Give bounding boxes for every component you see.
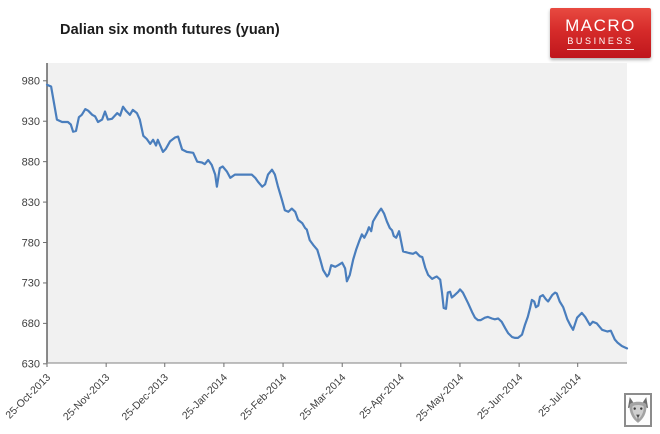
y-tick-label: 880 bbox=[22, 156, 40, 168]
wolf-logo-badge bbox=[624, 393, 652, 427]
x-tick-label: 25-Oct-2013 bbox=[3, 372, 53, 422]
plot-area bbox=[47, 63, 627, 363]
y-axis: 980 930 880 830 780 730 680 630 bbox=[22, 63, 48, 371]
x-tick-label: 25-Dec-2013 bbox=[119, 372, 171, 424]
x-tick-label: 25-May-2014 bbox=[414, 372, 466, 424]
x-tick-label: 25-Jun-2014 bbox=[475, 372, 525, 422]
y-tick-label: 980 bbox=[22, 76, 40, 88]
y-tick-label: 680 bbox=[22, 318, 40, 330]
wolf-head-icon bbox=[627, 397, 649, 423]
macro-logo-word-macro: MACRO bbox=[565, 15, 636, 35]
x-tick-label: 25-Apr-2014 bbox=[357, 372, 407, 422]
x-tick-label: 25-Jul-2014 bbox=[536, 372, 584, 420]
x-axis: 25-Oct-2013 25-Nov-2013 25-Dec-2013 25-Jan-… bbox=[3, 362, 627, 424]
x-tick-label: 25-Jan-2014 bbox=[180, 372, 230, 422]
y-tick-label: 780 bbox=[22, 237, 40, 249]
y-tick-label: 730 bbox=[22, 278, 40, 290]
x-tick-label: 25-Nov-2013 bbox=[61, 372, 113, 424]
x-tick-label: 25-Feb-2014 bbox=[238, 372, 289, 423]
macrobusiness-logo: MACRO BUSINESS bbox=[550, 8, 651, 58]
x-tick-label: 25-Mar-2014 bbox=[297, 372, 348, 423]
chart-title: Dalian six month futures (yuan) bbox=[60, 22, 280, 38]
price-line bbox=[45, 83, 629, 350]
y-tick-label: 830 bbox=[22, 197, 40, 209]
macro-logo-word-business: BUSINESS bbox=[567, 36, 634, 50]
y-tick-label: 930 bbox=[22, 116, 40, 128]
y-tick-label: 630 bbox=[22, 359, 40, 371]
